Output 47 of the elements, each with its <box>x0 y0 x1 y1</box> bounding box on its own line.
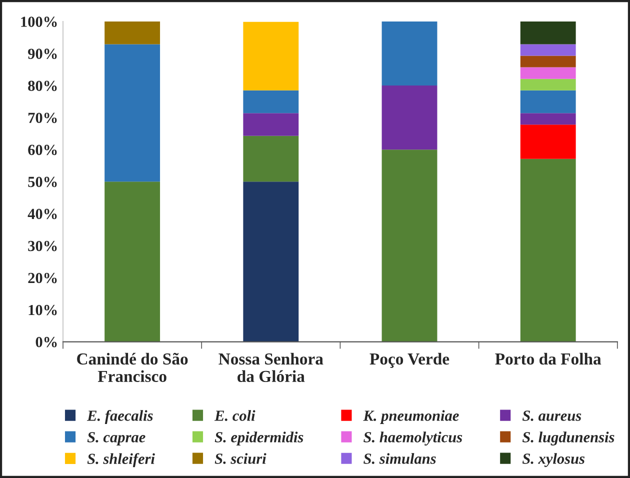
bar <box>104 182 160 342</box>
bar <box>243 113 299 136</box>
y-tick-label: 30% <box>28 240 57 252</box>
bar <box>243 90 299 114</box>
bar <box>520 113 576 125</box>
y-tick-label: 80% <box>28 80 57 92</box>
legend-label: S. sciuri <box>214 453 266 464</box>
bar <box>520 22 576 44</box>
bar <box>520 67 576 79</box>
bar <box>520 158 576 342</box>
x-tick-label: Poço Verde <box>370 352 450 368</box>
y-tick-label: 20% <box>28 272 57 284</box>
bar <box>243 136 299 182</box>
y-tick-label: 10% <box>28 304 57 316</box>
y-tick-label: 0% <box>36 336 57 348</box>
bar <box>520 56 576 68</box>
legend-label: S. xylosus <box>522 453 585 468</box>
bar <box>382 150 438 342</box>
y-tick-label: 50% <box>28 176 57 188</box>
bar <box>382 86 438 150</box>
legend-label: K. pneumoniae <box>363 410 459 424</box>
legend-label: S. shleiferi <box>87 453 155 468</box>
y-tick-label: 70% <box>28 112 57 124</box>
x-tick-label: Porto da Folha <box>495 352 602 365</box>
legend-label: S. caprae <box>87 432 146 446</box>
bar <box>520 90 576 114</box>
legend-label: E. coli <box>214 410 256 421</box>
legend-label: S. epidermidis <box>214 432 304 446</box>
legend-label: S. aureus <box>522 410 582 421</box>
bar <box>382 22 438 86</box>
legend-label: S. haemolyticus <box>364 432 462 446</box>
x-tick-label: Nossa Senhora da Glória <box>218 352 324 382</box>
bar <box>520 124 576 159</box>
bar <box>243 182 299 342</box>
legend-label: S. simulans <box>364 453 436 464</box>
x-tick-label: Canindé do São Francisco <box>77 352 188 382</box>
y-tick-label: 40% <box>28 208 57 220</box>
bar <box>104 44 160 182</box>
y-tick-label: 90% <box>28 48 57 60</box>
bar <box>243 22 299 90</box>
y-tick-label: 60% <box>28 144 57 156</box>
bar <box>520 78 576 90</box>
y-tick-label: 100% <box>21 16 57 28</box>
bar <box>520 44 576 56</box>
legend-label: S. lugdunensis <box>522 432 614 446</box>
legend-label: E. faecalis <box>86 410 153 424</box>
bar <box>104 22 160 44</box>
